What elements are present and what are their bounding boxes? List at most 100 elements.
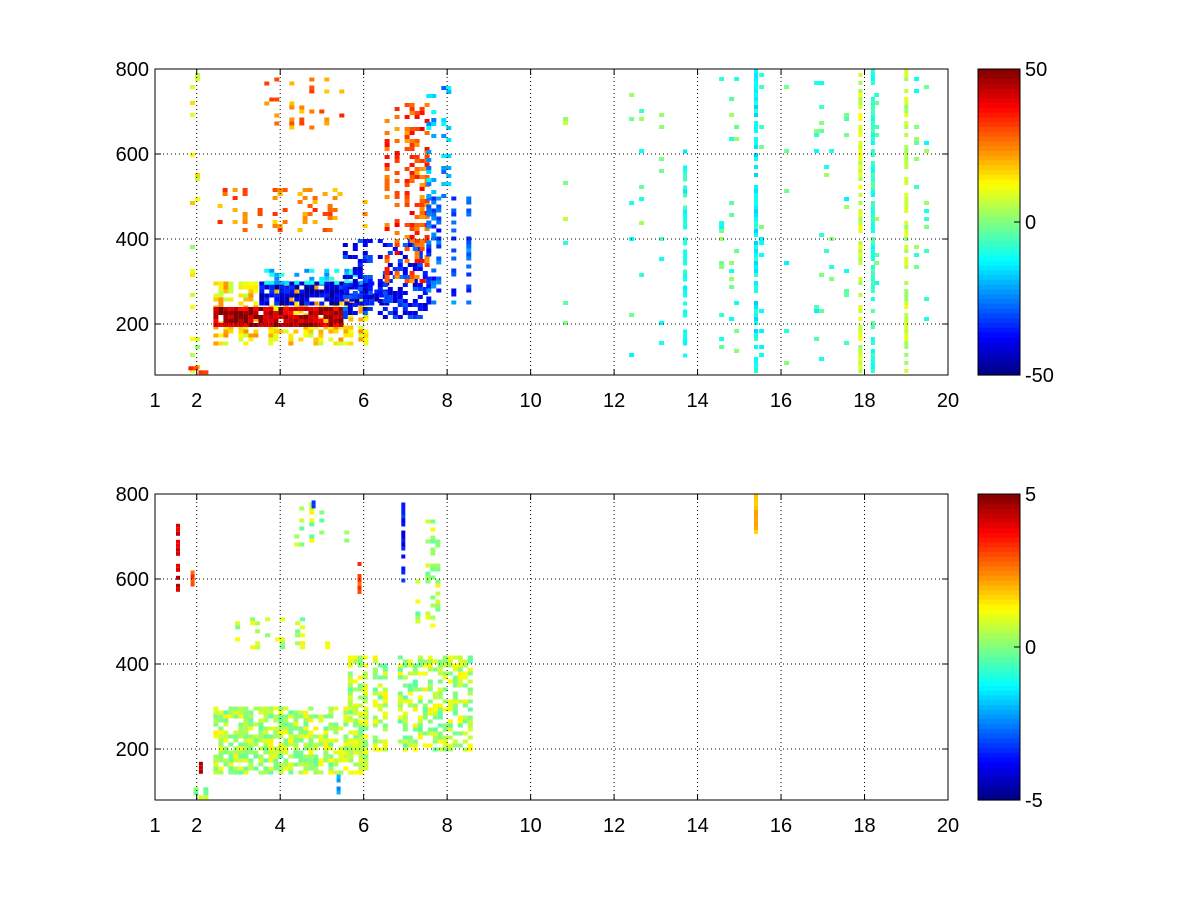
heatmap-cell bbox=[338, 307, 344, 311]
heatmap-cell bbox=[218, 333, 224, 338]
heatmap-cell bbox=[323, 750, 329, 755]
heatmap-cell bbox=[213, 325, 219, 330]
heatmap-cell bbox=[372, 739, 378, 744]
heatmap-cell bbox=[228, 750, 234, 755]
heatmap-cell bbox=[328, 770, 334, 775]
heatmap-cell bbox=[343, 746, 349, 751]
heatmap-cell bbox=[358, 734, 364, 739]
heatmap-cell bbox=[332, 216, 338, 220]
heatmap-cell bbox=[218, 750, 224, 755]
heatmap-stripe-cell bbox=[754, 253, 758, 257]
heatmap-stripe-cell bbox=[858, 253, 863, 257]
heatmap-cell bbox=[435, 539, 441, 544]
heatmap-cell bbox=[263, 734, 269, 739]
heatmap-cell bbox=[442, 739, 448, 744]
heatmap-stripe-cell bbox=[754, 309, 758, 313]
heatmap-cell bbox=[407, 703, 413, 708]
heatmap-cell bbox=[392, 247, 398, 251]
heatmap-cell bbox=[377, 747, 383, 752]
heatmap-cell bbox=[213, 730, 219, 735]
heatmap-cell bbox=[253, 766, 259, 771]
heatmap-stripe-cell bbox=[858, 93, 863, 97]
heatmap-cell bbox=[278, 714, 284, 719]
heatmap-cell bbox=[333, 722, 339, 727]
heatmap-cell bbox=[347, 671, 353, 676]
heatmap-cell bbox=[248, 307, 254, 311]
heatmap-cell bbox=[242, 188, 248, 192]
heatmap-cell bbox=[417, 655, 423, 660]
heatmap-cell bbox=[319, 518, 325, 523]
heatmap-cell bbox=[328, 325, 334, 330]
heatmap-cell bbox=[327, 216, 333, 220]
heatmap-cell bbox=[190, 101, 195, 105]
heatmap-cell bbox=[243, 758, 249, 763]
heatmap-cell bbox=[248, 766, 254, 771]
heatmap-cell bbox=[337, 192, 343, 196]
heatmap-cell bbox=[437, 735, 443, 740]
heatmap-cell bbox=[377, 287, 383, 291]
heatmap-cell bbox=[248, 323, 254, 327]
heatmap-cell bbox=[294, 297, 300, 302]
heatmap-stripe-cell bbox=[754, 105, 758, 109]
heatmap-cell bbox=[353, 734, 359, 739]
heatmap-cell bbox=[397, 287, 403, 291]
heatmap-stripe-cell bbox=[176, 539, 180, 544]
heatmap-cell bbox=[338, 770, 344, 775]
heatmap-cell bbox=[451, 268, 457, 273]
heatmap-stripe-cell bbox=[754, 329, 758, 333]
heatmap-cell bbox=[394, 219, 400, 223]
heatmap-cell bbox=[258, 762, 264, 767]
heatmap-stripe-cell bbox=[870, 169, 875, 173]
heatmap-cell bbox=[397, 707, 403, 712]
colorbar-swatch bbox=[978, 260, 1020, 266]
heatmap-cell bbox=[299, 281, 305, 286]
heatmap-cell bbox=[362, 711, 368, 716]
heatmap-cell bbox=[288, 333, 294, 338]
heatmap-stripe-cell bbox=[858, 217, 863, 221]
heatmap-cell bbox=[223, 329, 229, 334]
heatmap-cell bbox=[347, 699, 353, 704]
heatmap-stripe-cell bbox=[754, 165, 758, 169]
heatmap-cell bbox=[431, 122, 437, 126]
heatmap-cell bbox=[734, 329, 740, 333]
heatmap-stripe-cell bbox=[870, 321, 875, 325]
heatmap-cell bbox=[362, 279, 368, 283]
heatmap-cell bbox=[334, 289, 340, 294]
heatmap-cell bbox=[342, 251, 348, 255]
heatmap-cell bbox=[422, 663, 428, 668]
heatmap-cell bbox=[347, 747, 353, 752]
heatmap-cell bbox=[424, 131, 430, 135]
heatmap-stripe-cell bbox=[870, 265, 875, 269]
heatmap-cell bbox=[238, 337, 244, 342]
heatmap-cell bbox=[467, 735, 473, 740]
heatmap-cell bbox=[659, 341, 665, 345]
heatmap-cell bbox=[319, 510, 325, 515]
heatmap-cell bbox=[299, 542, 305, 547]
heatmap-cell bbox=[273, 289, 279, 294]
heatmap-stripe-cell bbox=[858, 293, 863, 297]
colorbar-swatch bbox=[978, 303, 1020, 309]
heatmap-cell bbox=[203, 791, 209, 796]
heatmap-cell bbox=[814, 81, 820, 85]
colorbar-swatch bbox=[978, 269, 1020, 276]
heatmap-cell bbox=[452, 743, 458, 748]
heatmap-cell bbox=[372, 675, 378, 680]
heatmap-cell bbox=[412, 683, 418, 688]
heatmap-cell bbox=[384, 139, 390, 143]
heatmap-cell bbox=[297, 192, 303, 196]
heatmap-cell bbox=[407, 243, 413, 247]
heatmap-cell bbox=[258, 307, 264, 311]
heatmap-cell bbox=[435, 583, 441, 588]
heatmap-stripe-cell bbox=[754, 225, 758, 229]
heatmap-cell bbox=[353, 770, 359, 775]
heatmap-cell bbox=[466, 264, 472, 269]
heatmap-stripe-cell bbox=[754, 305, 758, 309]
heatmap-cell bbox=[392, 315, 398, 319]
heatmap-cell bbox=[318, 758, 324, 763]
heatmap-cell bbox=[343, 329, 349, 334]
heatmap-cell bbox=[384, 143, 390, 147]
colorbar-swatch bbox=[978, 255, 1020, 261]
heatmap-stripe-cell bbox=[858, 133, 863, 137]
heatmap-cell bbox=[394, 275, 400, 279]
heatmap-cell bbox=[362, 287, 368, 291]
